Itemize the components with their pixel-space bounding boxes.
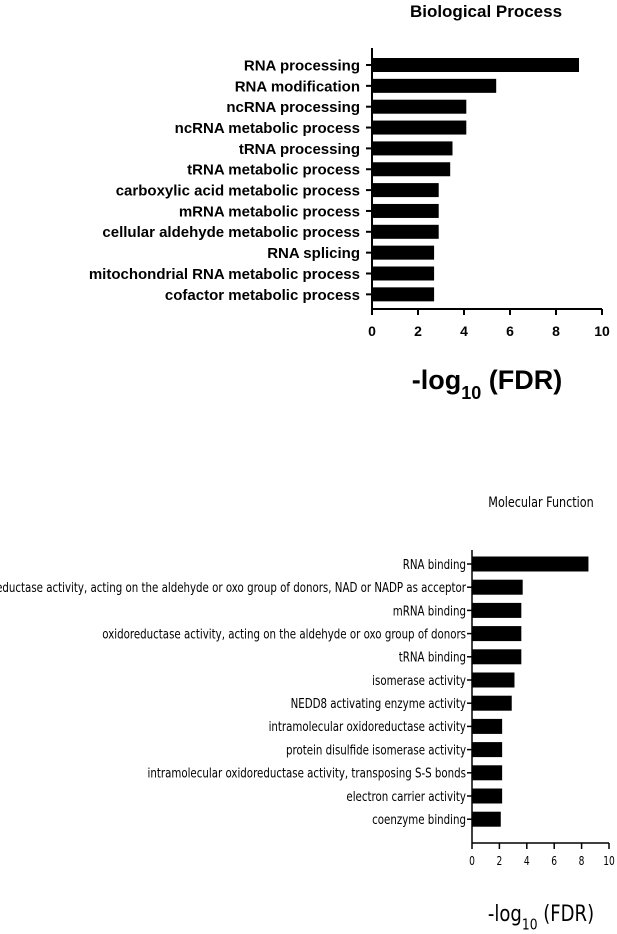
bp-category-label: tRNA processing [239,141,360,158]
bp-category-label: cofactor metabolic process [165,287,360,304]
bp-category-label: RNA processing [244,57,360,74]
bp-bar [372,162,451,177]
mf-bar [472,556,589,572]
mf-category-label: coenzyme binding [372,812,466,828]
molecular-function-title: Molecular Function [488,494,593,511]
mf-x-tick-label: 6 [551,854,557,869]
biological-process-category-labels: RNA processing RNA modification ncRNA proc… [89,57,360,303]
bp-bar [372,120,467,135]
mf-bar [472,811,501,827]
mf-category-label: intramolecular oxidoreductase activity [269,719,466,735]
bp-category-label: ncRNA processing [226,99,360,116]
mf-x-tick-label: 0 [469,854,475,869]
mf-bar [472,602,522,618]
bp-category-label: tRNA metabolic process [187,162,360,179]
bp-bar [372,287,435,302]
mf-category-label: electron carrier activity [346,788,466,804]
molecular-function-x-ticks: 0 2 4 6 8 10 [469,843,615,868]
bp-category-label: RNA splicing [267,245,360,262]
bp-category-label: mitochondrial RNA metabolic process [89,266,360,283]
bp-bar [372,224,439,239]
mf-category-label: intramolecular oxidoreductase activity, … [147,765,466,781]
biological-process-title: Biological Process [410,2,562,21]
mf-bar [472,742,503,758]
bp-bar [372,266,435,281]
bp-category-label: RNA modification [235,78,360,95]
mf-category-label: protein disulfide isomerase activity [286,742,466,758]
bp-x-tick-label: 2 [414,323,422,339]
bp-bar [372,141,453,156]
mf-category-label: RNA binding [403,556,466,572]
mf-x-tick-label: 10 [603,854,615,869]
molecular-function-x-axis-label: -log10 (FDR) [488,900,594,934]
mf-bar [472,718,503,734]
mf-bar [472,626,522,642]
mf-x-tick-label: 4 [524,854,530,869]
molecular-function-chart: Molecular Function RNA binding oxidoreduc… [0,494,615,934]
mf-category-label: NEDD8 activating enzyme activity [291,696,466,712]
mf-bar [472,579,523,595]
mf-category-label: tRNA binding [399,649,466,665]
mf-bar [472,649,522,665]
bp-bar [372,183,439,198]
mf-bar [472,672,515,688]
bp-category-label: mRNA metabolic process [179,203,360,220]
bp-x-tick-label: 0 [368,323,376,339]
molecular-function-bars [467,556,589,827]
molecular-function-category-labels: RNA binding oxidoreductase activity, acti… [0,556,466,827]
mf-category-label: oxidoreductase activity, acting on the a… [102,626,466,642]
bp-bar [372,203,439,218]
biological-process-x-ticks: 0 2 4 6 8 10 [368,309,610,339]
mf-bar [472,695,512,711]
bp-x-tick-label: 6 [506,323,514,339]
bp-category-label: ncRNA metabolic process [175,120,360,137]
biological-process-chart: Biological Process RNA processing RNA mod… [89,2,610,403]
mf-bar [472,788,503,804]
bp-bar [372,78,497,93]
bp-category-label: cellular aldehyde metabolic process [102,224,360,241]
mf-x-tick-label: 8 [579,854,585,869]
bp-bar [372,58,579,72]
bp-x-tick-label: 10 [594,323,610,339]
mf-x-tick-label: 2 [496,854,502,869]
bp-bar [372,245,435,260]
mf-category-label: mRNA binding [393,603,466,619]
bp-bar [372,99,467,114]
bp-x-tick-label: 8 [552,323,560,339]
biological-process-bars [366,58,579,302]
mf-category-label: isomerase activity [372,672,466,688]
biological-process-x-axis-label: -log10 (FDR) [412,365,563,403]
mf-bar [472,765,503,781]
bp-category-label: carboxylic acid metabolic process [116,183,360,200]
bp-x-tick-label: 4 [460,323,468,339]
mf-category-label: oxidoreductase activity, acting on the a… [0,580,466,596]
